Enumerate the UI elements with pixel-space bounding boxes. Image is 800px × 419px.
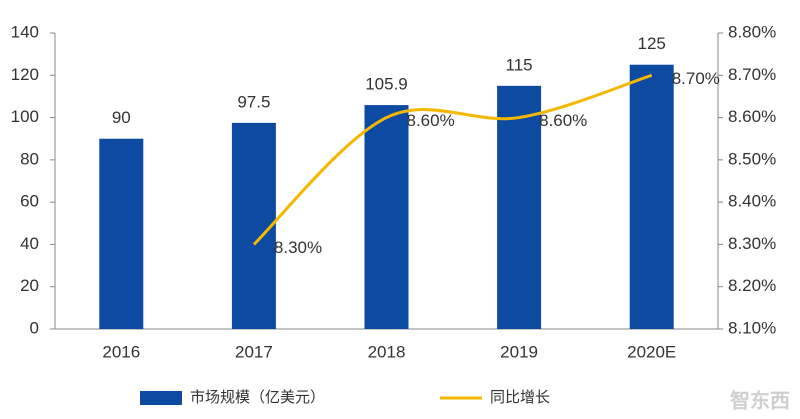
y-tick-label: 140 — [11, 22, 39, 41]
bar-value-label: 115 — [506, 55, 533, 74]
x-tick-label: 2020E — [627, 342, 676, 361]
bar — [231, 122, 276, 329]
y2-tick-label: 8.70% — [728, 65, 776, 84]
bar-value-label: 90 — [112, 108, 131, 127]
watermark: 智东西 — [730, 388, 790, 412]
y2-tick-label: 8.80% — [728, 22, 776, 41]
y2-tick-label: 8.60% — [728, 107, 776, 126]
y2-tick-label: 8.20% — [728, 276, 776, 295]
y-tick-label: 60 — [20, 192, 39, 211]
y2-tick-label: 8.10% — [728, 318, 776, 337]
bar — [364, 105, 409, 330]
x-tick-label: 2016 — [102, 342, 140, 361]
y-tick-label: 120 — [11, 65, 39, 84]
bar — [629, 64, 674, 329]
legend-label: 同比增长 — [490, 389, 550, 406]
x-tick-label: 2018 — [368, 342, 406, 361]
y-tick-label: 100 — [11, 107, 39, 126]
bar-value-label: 105.9 — [365, 75, 408, 94]
y-tick-label: 40 — [20, 234, 39, 253]
bar — [497, 85, 542, 329]
legend-label: 市场规模（亿美元） — [190, 389, 325, 406]
bar-value-label: 125 — [638, 34, 666, 53]
legend-swatch — [140, 391, 182, 405]
bar — [99, 138, 144, 329]
x-tick-label: 2017 — [235, 342, 273, 361]
line-value-label: 8.30% — [274, 238, 322, 257]
line-value-label: 8.60% — [407, 111, 455, 130]
y-tick-label: 80 — [20, 149, 39, 168]
y-tick-label: 20 — [20, 276, 39, 295]
line-value-label: 8.60% — [539, 111, 587, 130]
line — [252, 73, 653, 246]
bar-value-label: 97.5 — [237, 92, 270, 111]
y2-tick-label: 8.40% — [728, 192, 776, 211]
line-value-label: 8.70% — [672, 69, 720, 88]
y-tick-label: 0 — [30, 318, 39, 337]
y2-tick-label: 8.50% — [728, 149, 776, 168]
x-tick-label: 2019 — [500, 342, 538, 361]
y2-tick-label: 8.30% — [728, 234, 776, 253]
